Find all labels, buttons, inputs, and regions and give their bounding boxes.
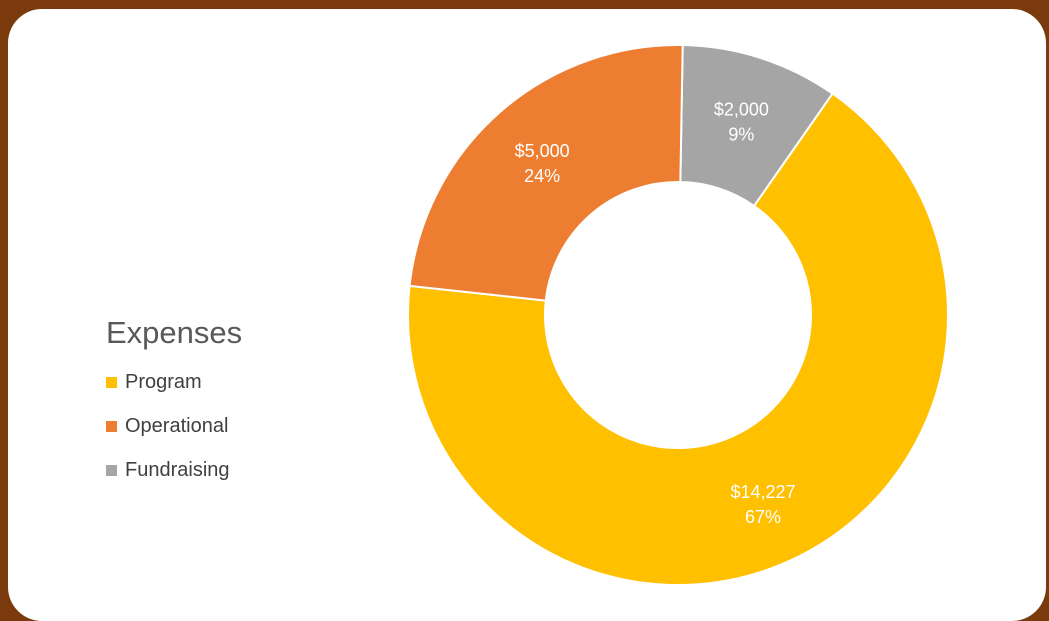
legend-swatch-fundraising <box>106 465 117 476</box>
data-label-value-fundraising: $2,000 <box>714 100 769 120</box>
legend-label-fundraising: Fundraising <box>125 459 230 481</box>
legend-label-program: Program <box>125 371 202 393</box>
legend-swatch-operational <box>106 421 117 432</box>
legend-label-operational: Operational <box>125 415 229 437</box>
legend: Expenses Program Operational Fundraising <box>106 315 242 503</box>
chart-title: Expenses <box>106 315 243 350</box>
data-label-value-program: $14,227 <box>730 482 795 502</box>
legend-item-operational: Operational <box>106 415 242 438</box>
legend-swatch-program <box>106 377 117 388</box>
slice-operational <box>408 44 684 302</box>
data-label-value-operational: $5,000 <box>515 141 570 161</box>
slice-program <box>407 92 949 586</box>
legend-item-fundraising: Fundraising <box>106 459 242 482</box>
legend-item-program: Program <box>106 371 242 394</box>
chart-card: Expenses Program Operational Fundraising… <box>8 9 1046 621</box>
data-label-percent-operational: 24% <box>524 166 560 186</box>
donut-chart: $2,000 9% $14,227 67% $5,000 24% <box>407 44 949 586</box>
data-label-percent-fundraising: 9% <box>728 125 754 145</box>
data-label-percent-program: 67% <box>745 507 781 527</box>
